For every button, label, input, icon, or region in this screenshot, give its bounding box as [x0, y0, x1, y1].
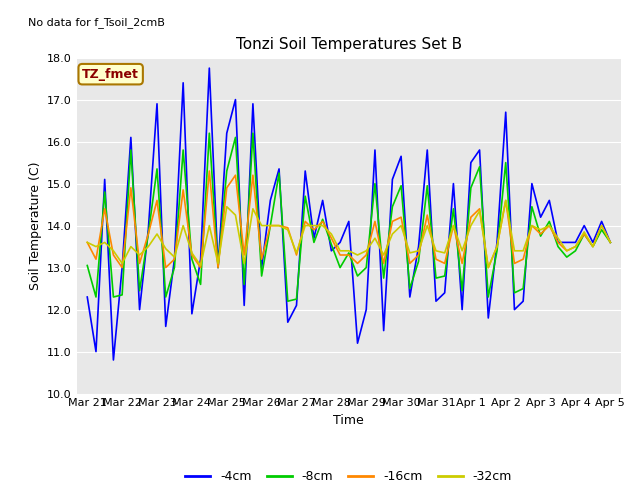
Y-axis label: Soil Temperature (C): Soil Temperature (C) — [29, 161, 42, 290]
Text: No data for f_Tsoil_2cmB: No data for f_Tsoil_2cmB — [28, 17, 164, 28]
Legend: -4cm, -8cm, -16cm, -32cm: -4cm, -8cm, -16cm, -32cm — [180, 465, 517, 480]
Title: Tonzi Soil Temperatures Set B: Tonzi Soil Temperatures Set B — [236, 37, 462, 52]
Text: TZ_fmet: TZ_fmet — [82, 68, 139, 81]
X-axis label: Time: Time — [333, 414, 364, 427]
